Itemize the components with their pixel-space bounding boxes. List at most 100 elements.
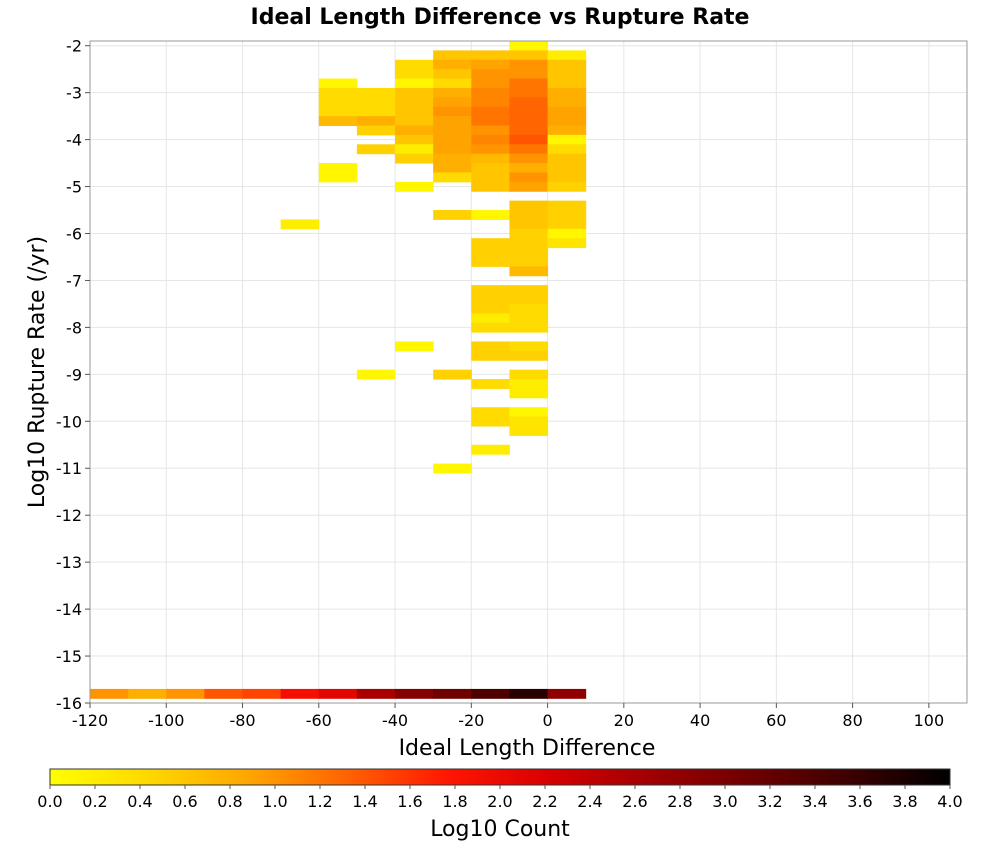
heatmap-cell	[471, 294, 510, 305]
heatmap-cell	[471, 106, 510, 117]
y-tick-label: -5	[66, 178, 82, 197]
heatmap-cell	[128, 688, 167, 699]
y-tick-label: -2	[66, 37, 82, 56]
y-tick-label: -3	[66, 84, 82, 103]
y-tick-label: -11	[56, 459, 82, 478]
colorbar-tick-label: 2.4	[577, 792, 602, 811]
y-tick-label: -16	[56, 694, 82, 713]
heatmap-cell	[509, 285, 549, 296]
heatmap-cell	[395, 688, 434, 699]
heatmap-cell	[433, 134, 472, 145]
heatmap-cell	[395, 78, 434, 89]
heatmap-cell	[433, 688, 472, 699]
heatmap-cell	[509, 688, 549, 699]
heatmap-cell	[547, 210, 587, 220]
x-tick-label: -80	[229, 711, 255, 730]
heatmap-cell	[509, 379, 549, 389]
heatmap-cell	[547, 172, 587, 183]
heatmap-cell	[509, 256, 549, 267]
heatmap-cell	[509, 369, 549, 380]
heatmap-cell	[318, 116, 358, 127]
heatmap-cell	[433, 369, 472, 380]
y-tick-label: -6	[66, 224, 82, 243]
heatmap-cell	[509, 425, 549, 436]
heatmap-cell	[509, 228, 549, 239]
heatmap-cell	[509, 350, 549, 361]
heatmap-cell	[433, 144, 472, 155]
heatmap-cell	[509, 322, 549, 333]
colorbar-tick-label: 3.8	[892, 792, 917, 811]
heatmap-cell	[471, 50, 510, 61]
heatmap-cell	[471, 97, 510, 108]
heatmap-cell	[471, 238, 510, 249]
heatmap-cell	[242, 688, 282, 699]
x-tick-label: -120	[72, 711, 108, 730]
heatmap-cell	[509, 200, 549, 211]
heatmap-cell	[509, 294, 549, 305]
heatmap-cell	[547, 59, 587, 70]
heatmap-cell	[395, 134, 434, 145]
y-axis-ticks: -2 -3 -4 -5 -6 -7 -8 -9 -10 -11 -12 -13 -14 -15 -16	[56, 37, 90, 713]
heatmap-cell	[547, 144, 587, 155]
heatmap-cell	[395, 153, 434, 164]
heatmap-cell	[433, 153, 472, 164]
heatmap-cell	[318, 97, 358, 108]
heatmap-cell	[433, 69, 472, 80]
y-tick-label: -12	[56, 506, 82, 525]
heatmap-cell	[433, 116, 472, 127]
colorbar-title: Log10 Count	[430, 817, 570, 842]
heatmap-cells	[90, 41, 587, 699]
heatmap-cell	[433, 97, 472, 108]
x-tick-label: 100	[914, 711, 945, 730]
heatmap-cell	[547, 125, 587, 136]
heatmap-cell	[471, 303, 510, 314]
colorbar-ticks: 0.0 0.2 0.4 0.6 0.8 1.0 1.2 1.4 1.6 1.8 2.0 2.2 2.4 2…	[37, 785, 963, 811]
heatmap-cell	[204, 688, 244, 699]
heatmap-cell	[509, 266, 549, 277]
colorbar-tick-label: 2.6	[622, 792, 647, 811]
heatmap-cell	[547, 97, 587, 108]
y-tick-label: -13	[56, 553, 82, 572]
heatmap-cell	[356, 125, 396, 136]
heatmap-cell	[395, 106, 434, 117]
colorbar-tick-label: 2.8	[667, 792, 692, 811]
x-tick-label: 60	[766, 711, 786, 730]
heatmap-cell	[547, 688, 587, 699]
x-tick-label: 40	[690, 711, 710, 730]
y-tick-label: -9	[66, 365, 82, 384]
heatmap-cell	[471, 87, 510, 98]
heatmap-cell	[509, 106, 549, 117]
x-tick-label: 20	[614, 711, 634, 730]
x-tick-label: -20	[458, 711, 484, 730]
colorbar-tick-label: 1.0	[262, 792, 287, 811]
heatmap-cell	[509, 247, 549, 258]
colorbar-tick-label: 0.8	[217, 792, 242, 811]
heatmap-cell	[433, 163, 472, 173]
heatmap-cell	[166, 688, 205, 699]
colorbar-tick-label: 1.8	[442, 792, 467, 811]
heatmap-cell	[471, 59, 510, 70]
heatmap-cell	[509, 134, 549, 145]
heatmap-cell	[471, 416, 510, 427]
heatmap-cell	[433, 106, 472, 117]
heatmap-cell	[471, 69, 510, 80]
heatmap-cell	[318, 688, 358, 699]
colorbar-tick-label: 3.6	[847, 792, 872, 811]
heatmap-cell	[471, 172, 510, 183]
heatmap-cell	[471, 134, 510, 145]
colorbar-tick-label: 0.4	[127, 792, 152, 811]
colorbar-tick-label: 3.4	[802, 792, 827, 811]
heatmap-cell	[471, 313, 510, 324]
heatmap-cell	[395, 125, 434, 136]
colorbar	[49, 768, 951, 786]
heatmap-cell	[471, 116, 510, 127]
heatmap-cell	[318, 172, 358, 183]
heatmap-cell	[509, 219, 549, 230]
heatmap-cell	[471, 247, 510, 258]
heatmap-cell	[471, 153, 510, 164]
heatmap-cell	[547, 116, 587, 127]
heatmap-cell	[433, 87, 472, 98]
heatmap-cell	[509, 238, 549, 249]
y-tick-label: -10	[56, 412, 82, 431]
heatmap-cell	[471, 688, 510, 699]
